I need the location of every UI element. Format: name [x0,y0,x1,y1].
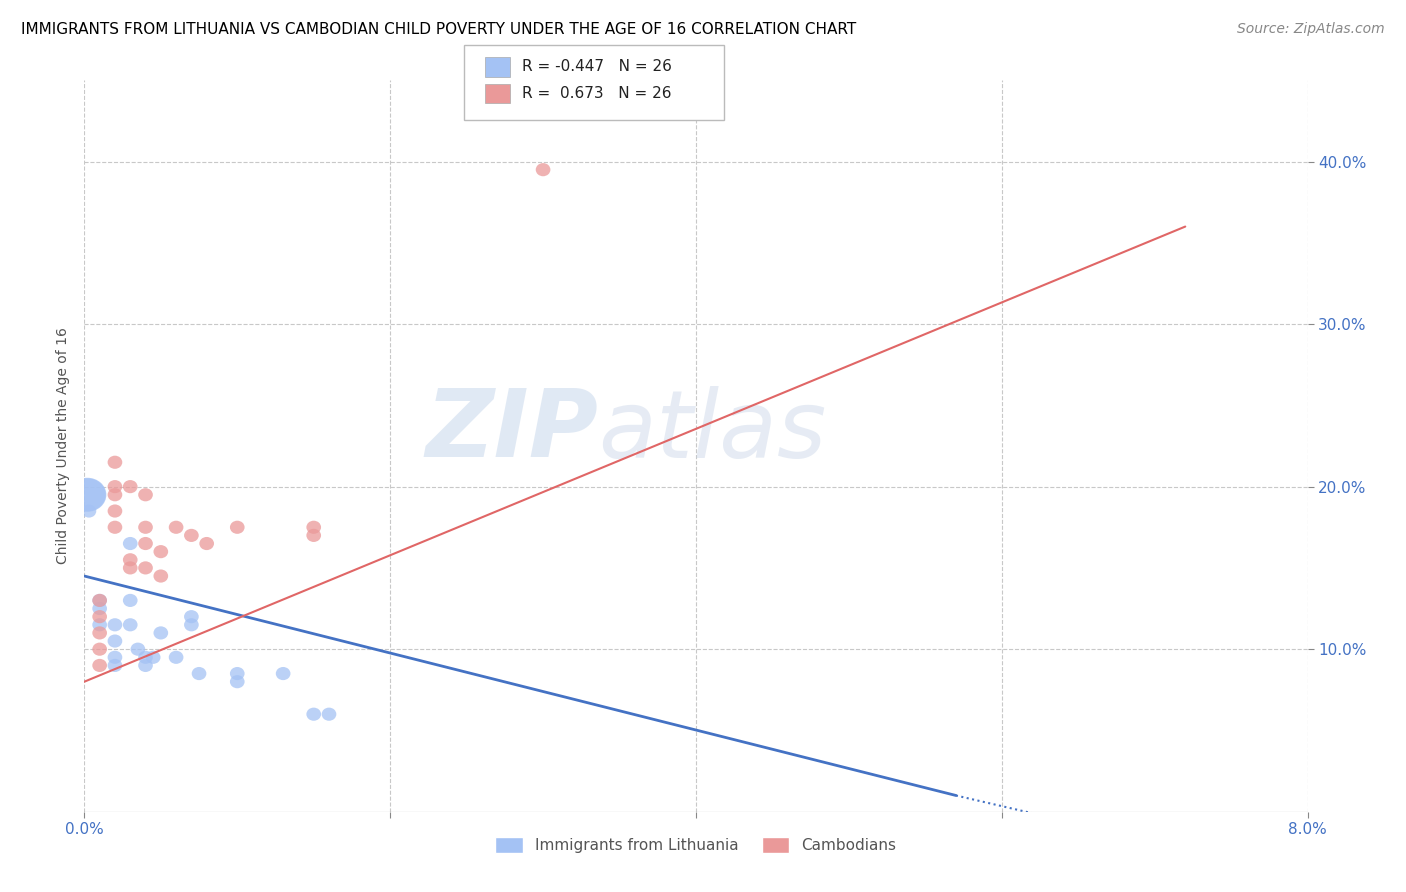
Text: IMMIGRANTS FROM LITHUANIA VS CAMBODIAN CHILD POVERTY UNDER THE AGE OF 16 CORRELA: IMMIGRANTS FROM LITHUANIA VS CAMBODIAN C… [21,22,856,37]
Ellipse shape [231,675,245,689]
Ellipse shape [307,521,321,533]
Ellipse shape [122,480,138,493]
Ellipse shape [153,545,169,558]
Ellipse shape [82,505,96,517]
Ellipse shape [93,610,107,624]
Ellipse shape [153,569,169,582]
Ellipse shape [93,659,107,672]
Ellipse shape [191,667,207,680]
Ellipse shape [146,651,160,664]
Ellipse shape [108,505,122,517]
Ellipse shape [138,521,153,533]
Ellipse shape [108,521,122,533]
Text: Source: ZipAtlas.com: Source: ZipAtlas.com [1237,22,1385,37]
Ellipse shape [69,478,107,512]
Text: ZIP: ZIP [425,385,598,477]
Ellipse shape [93,618,107,632]
Ellipse shape [184,529,198,542]
Ellipse shape [108,480,122,493]
Ellipse shape [122,618,138,632]
Ellipse shape [108,618,122,632]
Ellipse shape [200,537,214,550]
Ellipse shape [231,667,245,680]
Ellipse shape [122,561,138,574]
Ellipse shape [122,594,138,607]
Ellipse shape [536,163,550,177]
Ellipse shape [307,529,321,542]
Ellipse shape [307,707,321,721]
Ellipse shape [93,642,107,656]
Ellipse shape [93,626,107,640]
Ellipse shape [138,488,153,501]
Ellipse shape [169,521,183,533]
Ellipse shape [138,537,153,550]
Ellipse shape [108,659,122,672]
Ellipse shape [169,651,183,664]
Ellipse shape [322,707,336,721]
Ellipse shape [184,618,198,632]
Ellipse shape [184,610,198,624]
Legend: Immigrants from Lithuania, Cambodians: Immigrants from Lithuania, Cambodians [489,830,903,859]
Ellipse shape [108,488,122,501]
Ellipse shape [131,642,145,656]
Ellipse shape [138,561,153,574]
Text: R = -0.447   N = 26: R = -0.447 N = 26 [522,60,672,74]
Ellipse shape [138,651,153,664]
Ellipse shape [122,553,138,566]
Text: R =  0.673   N = 26: R = 0.673 N = 26 [522,87,671,101]
Ellipse shape [153,626,169,640]
Y-axis label: Child Poverty Under the Age of 16: Child Poverty Under the Age of 16 [56,327,70,565]
Ellipse shape [108,634,122,648]
Ellipse shape [93,594,107,607]
Ellipse shape [122,537,138,550]
Ellipse shape [108,456,122,469]
Ellipse shape [231,521,245,533]
Ellipse shape [276,667,291,680]
Text: atlas: atlas [598,386,827,477]
Ellipse shape [69,478,105,511]
Ellipse shape [93,594,107,607]
Ellipse shape [93,602,107,615]
Ellipse shape [138,659,153,672]
Ellipse shape [108,651,122,664]
